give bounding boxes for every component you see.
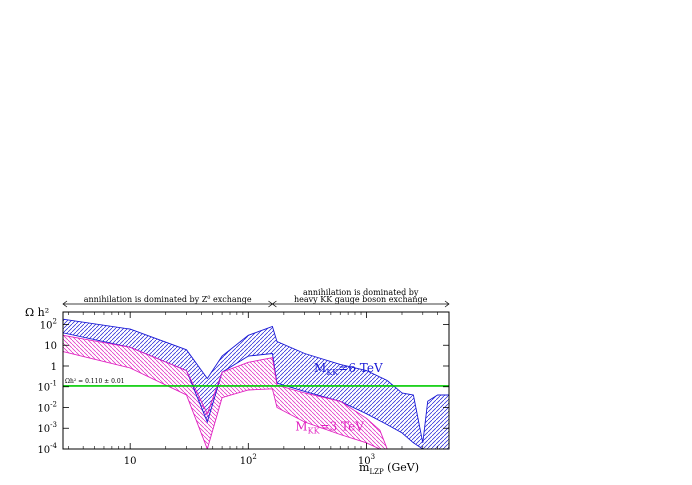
y-tick-label: 1	[51, 362, 57, 373]
annotations: MKK=6 TeV MKK=3 TeV	[295, 361, 383, 435]
y-tick-label: 10-3	[37, 421, 57, 435]
band-upper-edge	[63, 318, 449, 443]
y-tick-label: 102	[40, 317, 57, 331]
x-tick-label: 10	[124, 456, 137, 467]
plot-frame	[62, 311, 450, 450]
plot-areas	[63, 319, 449, 449]
annotation-mkk-3tev: MKK=3 TeV	[295, 419, 364, 435]
annotation-mkk-6tev: MKK=6 TeV	[314, 361, 383, 377]
band-3tev	[63, 335, 449, 449]
x-axis-label: mLZP (GeV)	[359, 461, 419, 476]
plot-lines: Ωh² = 0.110 ± 0.01	[63, 318, 449, 449]
y-tick-label: 10-2	[37, 400, 57, 414]
y-axis-label: Ω h²	[25, 306, 49, 319]
band-6tev	[63, 319, 449, 449]
region-labels: annihilation is dominated by Z0 exchange…	[62, 288, 450, 308]
y-tick-label: 10-4	[37, 442, 57, 456]
y-tick-label: 10-1	[37, 380, 57, 394]
region-label-z-exchange: annihilation is dominated by Z0 exchange	[84, 295, 252, 304]
y-tick-label: 10	[44, 341, 57, 352]
band-lower-edge	[63, 351, 449, 449]
x-tick-label: 102	[240, 453, 257, 467]
region-label-kk-line1: annihilation is dominated by	[303, 288, 419, 297]
arrow-head	[271, 300, 277, 308]
x-tick-label: 103	[358, 453, 375, 467]
reference-line-label: Ωh² = 0.110 ± 0.01	[65, 378, 124, 385]
arrow-head	[444, 300, 450, 308]
band-upper-edge	[63, 334, 449, 449]
region-label-kk-line2: heavy KK gauge boson exchange	[294, 295, 428, 304]
arrow-head	[62, 300, 68, 308]
band-lower-edge	[63, 332, 449, 449]
